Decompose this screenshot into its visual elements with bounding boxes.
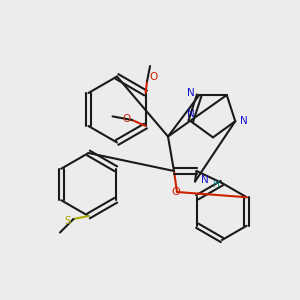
Text: N: N <box>188 109 195 119</box>
Text: O: O <box>122 113 130 124</box>
Text: N: N <box>201 175 208 185</box>
Text: N: N <box>187 88 195 98</box>
Text: O: O <box>171 187 180 197</box>
Text: O: O <box>149 72 157 82</box>
Text: N: N <box>240 116 248 126</box>
Text: H: H <box>212 180 219 189</box>
Text: S: S <box>65 215 71 226</box>
